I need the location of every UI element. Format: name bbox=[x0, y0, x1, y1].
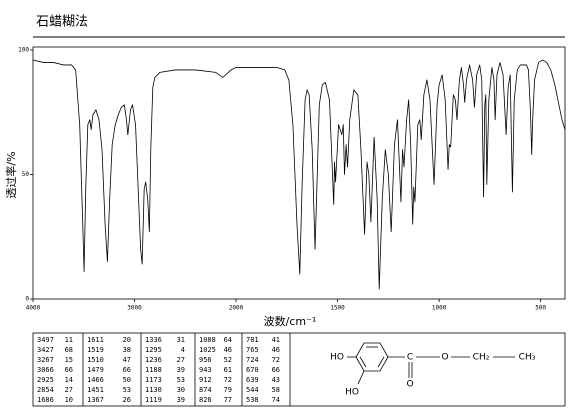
peak-wavenumber: 3497 bbox=[37, 336, 54, 344]
peak-transmittance: 74 bbox=[272, 396, 280, 404]
peak-transmittance: 53 bbox=[177, 376, 185, 384]
chem-label: O bbox=[441, 353, 448, 363]
peak-wavenumber: 1336 bbox=[145, 336, 162, 344]
peak-transmittance: 4 bbox=[181, 346, 185, 354]
ring-double-bond bbox=[359, 356, 367, 368]
page-title: 石蜡糊法 bbox=[36, 14, 88, 30]
peak-wavenumber: 1088 bbox=[199, 336, 216, 344]
x-tick-label: 1000 bbox=[432, 305, 447, 312]
peak-wavenumber: 1236 bbox=[145, 356, 162, 364]
peak-transmittance: 72 bbox=[224, 376, 232, 384]
x-tick-label: 3000 bbox=[127, 305, 142, 312]
peak-wavenumber: 826 bbox=[199, 396, 212, 404]
peak-wavenumber: 912 bbox=[199, 376, 212, 384]
peak-transmittance: 27 bbox=[65, 386, 73, 394]
y-axis-label: 透过率/% bbox=[4, 151, 18, 198]
peak-wavenumber: 781 bbox=[246, 336, 259, 344]
peak-wavenumber: 3066 bbox=[37, 366, 54, 374]
peak-wavenumber: 1451 bbox=[87, 386, 104, 394]
peak-transmittance: 31 bbox=[177, 336, 185, 344]
peak-transmittance: 64 bbox=[224, 336, 232, 344]
peak-wavenumber: 2925 bbox=[37, 376, 54, 384]
peak-wavenumber: 1466 bbox=[87, 376, 104, 384]
peak-transmittance: 39 bbox=[177, 396, 185, 404]
peak-wavenumber: 943 bbox=[199, 366, 212, 374]
peak-transmittance: 66 bbox=[272, 366, 280, 374]
spectrum-line bbox=[32, 59, 566, 290]
peak-transmittance: 58 bbox=[272, 386, 280, 394]
table-frame bbox=[32, 332, 566, 407]
x-tick-label: 1500 bbox=[330, 305, 345, 312]
chem-label: CH₃ bbox=[519, 353, 536, 363]
peak-transmittance: 46 bbox=[224, 346, 232, 354]
y-tick-label: 0 bbox=[25, 296, 29, 303]
peak-transmittance: 66 bbox=[123, 366, 131, 374]
peak-wavenumber: 544 bbox=[246, 386, 259, 394]
peak-transmittance: 43 bbox=[272, 376, 280, 384]
peak-wavenumber: 1188 bbox=[145, 366, 162, 374]
peak-wavenumber: 724 bbox=[246, 356, 259, 364]
table-dividers bbox=[82, 333, 291, 406]
peak-transmittance: 26 bbox=[123, 396, 131, 404]
peak-transmittance: 77 bbox=[224, 396, 232, 404]
peak-wavenumber: 639 bbox=[246, 376, 259, 384]
peak-wavenumber: 1510 bbox=[87, 356, 104, 364]
peak-wavenumber: 1173 bbox=[145, 376, 162, 384]
peak-transmittance: 15 bbox=[65, 356, 73, 364]
ring-double-bond bbox=[377, 356, 385, 368]
peak-transmittance: 47 bbox=[123, 356, 131, 364]
peak-wavenumber: 538 bbox=[246, 396, 259, 404]
peak-transmittance: 52 bbox=[224, 356, 232, 364]
x-axis-label: 波数/cm⁻¹ bbox=[264, 315, 317, 328]
chem-label: C bbox=[407, 353, 413, 363]
peak-wavenumber: 3267 bbox=[37, 356, 54, 364]
peak-wavenumber: 1519 bbox=[87, 346, 104, 354]
peak-wavenumber: 1479 bbox=[87, 366, 104, 374]
peak-transmittance: 20 bbox=[123, 336, 131, 344]
x-tick-label: 4000 bbox=[26, 305, 41, 312]
x-tick-label: 2000 bbox=[229, 305, 244, 312]
peak-transmittance: 30 bbox=[177, 386, 185, 394]
peak-transmittance: 53 bbox=[123, 386, 131, 394]
y-tick-label: 50 bbox=[22, 171, 30, 178]
plot-frame bbox=[32, 46, 566, 300]
bond bbox=[357, 370, 365, 385]
peak-wavenumber: 1611 bbox=[87, 336, 104, 344]
peak-wavenumber: 1295 bbox=[145, 346, 162, 354]
peak-wavenumber: 1130 bbox=[145, 386, 162, 394]
y-tick-label: 100 bbox=[18, 47, 29, 54]
peak-transmittance: 79 bbox=[224, 386, 232, 394]
chem-label: HO bbox=[345, 388, 359, 398]
peak-wavenumber: 1686 bbox=[37, 396, 54, 404]
peak-transmittance: 66 bbox=[65, 366, 73, 374]
peak-wavenumber: 874 bbox=[199, 386, 212, 394]
peak-transmittance: 39 bbox=[177, 366, 185, 374]
structure-bonds bbox=[347, 342, 515, 385]
chem-label: HO bbox=[330, 353, 344, 363]
peak-transmittance: 41 bbox=[272, 336, 280, 344]
peak-transmittance: 61 bbox=[224, 366, 232, 374]
peak-wavenumber: 670 bbox=[246, 366, 259, 374]
chem-label: CH₂ bbox=[473, 353, 490, 363]
peak-wavenumber: 2854 bbox=[37, 386, 54, 394]
peak-transmittance: 11 bbox=[65, 336, 73, 344]
peak-transmittance: 68 bbox=[65, 346, 73, 354]
peak-transmittance: 46 bbox=[272, 346, 280, 354]
peak-wavenumber: 1367 bbox=[87, 396, 104, 404]
peak-wavenumber: 956 bbox=[199, 356, 212, 364]
peak-wavenumber: 3427 bbox=[37, 346, 54, 354]
peak-transmittance: 38 bbox=[123, 346, 131, 354]
chem-label: O bbox=[406, 380, 413, 390]
x-tick-label: 500 bbox=[535, 305, 546, 312]
peak-transmittance: 50 bbox=[123, 376, 131, 384]
peak-wavenumber: 1025 bbox=[199, 346, 216, 354]
peak-transmittance: 10 bbox=[65, 396, 73, 404]
peak-wavenumber: 765 bbox=[246, 346, 259, 354]
peak-transmittance: 27 bbox=[177, 356, 185, 364]
peak-transmittance: 72 bbox=[272, 356, 280, 364]
peak-wavenumber: 1119 bbox=[145, 396, 162, 404]
peak-transmittance: 14 bbox=[65, 376, 73, 384]
